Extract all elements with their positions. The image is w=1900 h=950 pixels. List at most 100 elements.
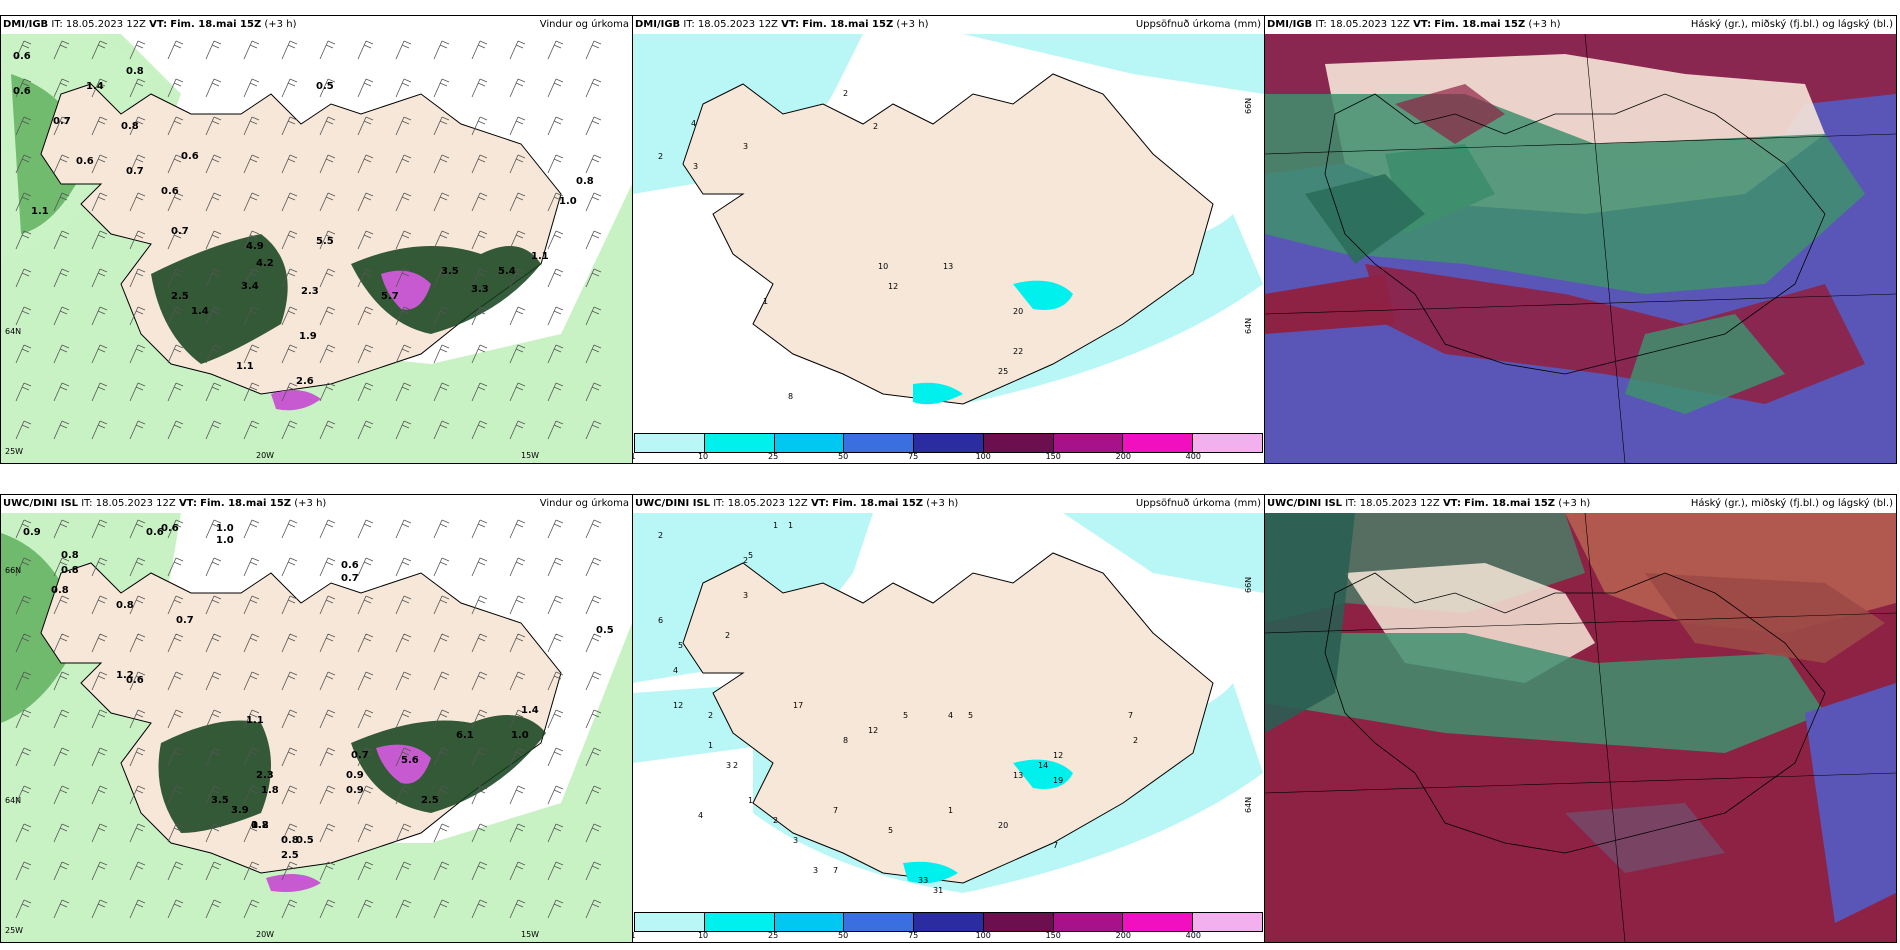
precip-value-label: 2: [843, 89, 848, 98]
model-source: UWC/DINI ISL: [1267, 498, 1343, 509]
model-source: DMI/IGB: [1267, 19, 1313, 30]
precip-value-label: 0.6: [146, 527, 164, 538]
wind-barb: [395, 709, 412, 729]
wind-barb: [319, 154, 336, 174]
init-time: 18.05.2023 12Z: [65, 19, 146, 30]
wind-barb: [357, 192, 374, 212]
wind-barb: [357, 557, 374, 577]
wind-barb: [471, 633, 488, 653]
wind-barb: [395, 595, 412, 615]
precip-value-label: 2: [743, 556, 748, 565]
wind-barb: [509, 230, 526, 250]
wind-barb: [433, 382, 450, 402]
field-name: Háský (gr.), miðský (fj.bl.) og lágský (…: [1690, 498, 1893, 509]
wind-barb: [281, 78, 298, 98]
precip-value-label: 22: [1013, 347, 1023, 356]
map-clouds[interactable]: [1265, 34, 1896, 463]
wind-barb: [433, 344, 450, 364]
precip-value-label: 0.7: [176, 615, 194, 626]
colorbar: 1 10 25 50 75 100 150 200 400: [633, 912, 1264, 940]
wind-barb: [471, 595, 488, 615]
panel-uwc-accum-precip: UWC/DINI ISL IT: 18.05.2023 12Z VT: Fim.…: [632, 494, 1265, 943]
wind-barb: [395, 154, 412, 174]
wind-barb: [243, 40, 260, 60]
wind-barb: [129, 785, 146, 805]
wind-barb: [509, 557, 526, 577]
precip-value-label: 13: [943, 262, 953, 271]
wind-barb: [471, 709, 488, 729]
wind-barb: [319, 671, 336, 691]
colorbar-label: 400: [1185, 931, 1201, 940]
wind-barb: [319, 192, 336, 212]
precip-value-label: 2.3: [301, 286, 319, 297]
wind-barb: [167, 344, 184, 364]
wind-barb: [509, 192, 526, 212]
wind-barb: [585, 899, 602, 919]
lat-label: 25W: [5, 926, 23, 935]
valid-time: Fim. 18.mai 15Z: [200, 498, 292, 509]
precip-value-label: 0.8: [281, 835, 299, 846]
init-time: 18.05.2023 12Z: [95, 498, 176, 509]
wind-barb: [129, 154, 146, 174]
panel-title: DMI/IGB IT: 18.05.2023 12Z VT: Fim. 18.m…: [633, 16, 1264, 34]
wind-barb: [281, 192, 298, 212]
wind-barb: [433, 633, 450, 653]
colorbar-label: 200: [1115, 931, 1131, 940]
precip-value-label: 0.9: [346, 785, 364, 796]
wind-barb: [319, 519, 336, 539]
wind-barb: [205, 154, 222, 174]
wind-barb: [281, 823, 298, 843]
wind-barb: [357, 519, 374, 539]
wind-barb: [547, 785, 564, 805]
lat-label: 64N: [1244, 318, 1253, 334]
wind-barb: [15, 268, 32, 288]
precip-value-label: 1.1: [531, 251, 549, 262]
wind-barb: [15, 823, 32, 843]
map-wind-precip[interactable]: 0.9 0.6 0.6 1.0 1.0 0.8 0.8 0.8 0.6 0.7 0.8 0.7 0.5 1…: [1, 513, 632, 942]
colorbar-label: 25: [767, 931, 779, 940]
wind-barb: [53, 557, 70, 577]
wind-barb: [243, 899, 260, 919]
wind-barb: [243, 709, 260, 729]
wind-barb: [547, 268, 564, 288]
wind-barb: [509, 268, 526, 288]
wind-barb: [53, 344, 70, 364]
wind-barb: [319, 557, 336, 577]
wind-barb: [357, 420, 374, 440]
wind-barb: [205, 861, 222, 881]
precip-value-label: 2: [658, 152, 663, 161]
wind-barb: [395, 633, 412, 653]
wind-barb: [53, 899, 70, 919]
precip-value-label: 0.7: [171, 226, 189, 237]
field-name: Háský (gr.), miðský (fj.bl.) og lágský (…: [1690, 19, 1893, 30]
wind-barb: [547, 595, 564, 615]
forecast-offset: (+3 h): [1558, 498, 1591, 509]
map-canvas: 2 4 3 2 3 2 1 12 10 8 13 20 25 22 66N 64N: [633, 34, 1264, 433]
panel-title: UWC/DINI ISL IT: 18.05.2023 12Z VT: Fim.…: [1265, 495, 1896, 513]
precip-value-label: 1.2: [251, 820, 269, 831]
panel-title: UWC/DINI ISL IT: 18.05.2023 12Z VT: Fim.…: [633, 495, 1264, 513]
wind-barb: [433, 861, 450, 881]
precip-value-label: 3: [813, 866, 818, 875]
wind-barb: [395, 420, 412, 440]
precip-value-label: 2.5: [171, 291, 189, 302]
wind-barb: [53, 306, 70, 326]
precip-value-label: 0.8: [61, 565, 79, 576]
precip-value-label: 1.0: [559, 196, 577, 207]
wind-barb: [395, 192, 412, 212]
wind-barb: [357, 671, 374, 691]
map-wind-precip[interactable]: 0.6 0.6 0.8 1.4 0.7 0.8 0.6 0.6 0.7 0.6 1.1 0.7 0.5 1…: [1, 34, 632, 463]
wind-barb: [281, 154, 298, 174]
wind-barb: [243, 557, 260, 577]
valid-time: Fim. 18.mai 15Z: [1434, 19, 1526, 30]
valid-time: Fim. 18.mai 15Z: [170, 19, 262, 30]
map-accum-precip[interactable]: 2 4 3 2 3 2 1 12 10 8 13 20 25 22 66N 64N: [633, 34, 1264, 433]
map-accum-precip[interactable]: 2 1 1 5 6 5 4 2 3 2 2 3 1 12 17 8 12 4 7 5 1 2 2 3 3 7 20 13 14 12 19 3…: [633, 513, 1264, 912]
wind-barb: [281, 861, 298, 881]
map-clouds[interactable]: [1265, 513, 1896, 942]
wind-barb: [243, 306, 260, 326]
wind-barb: [53, 633, 70, 653]
wind-barb: [471, 747, 488, 767]
wind-barb: [509, 633, 526, 653]
